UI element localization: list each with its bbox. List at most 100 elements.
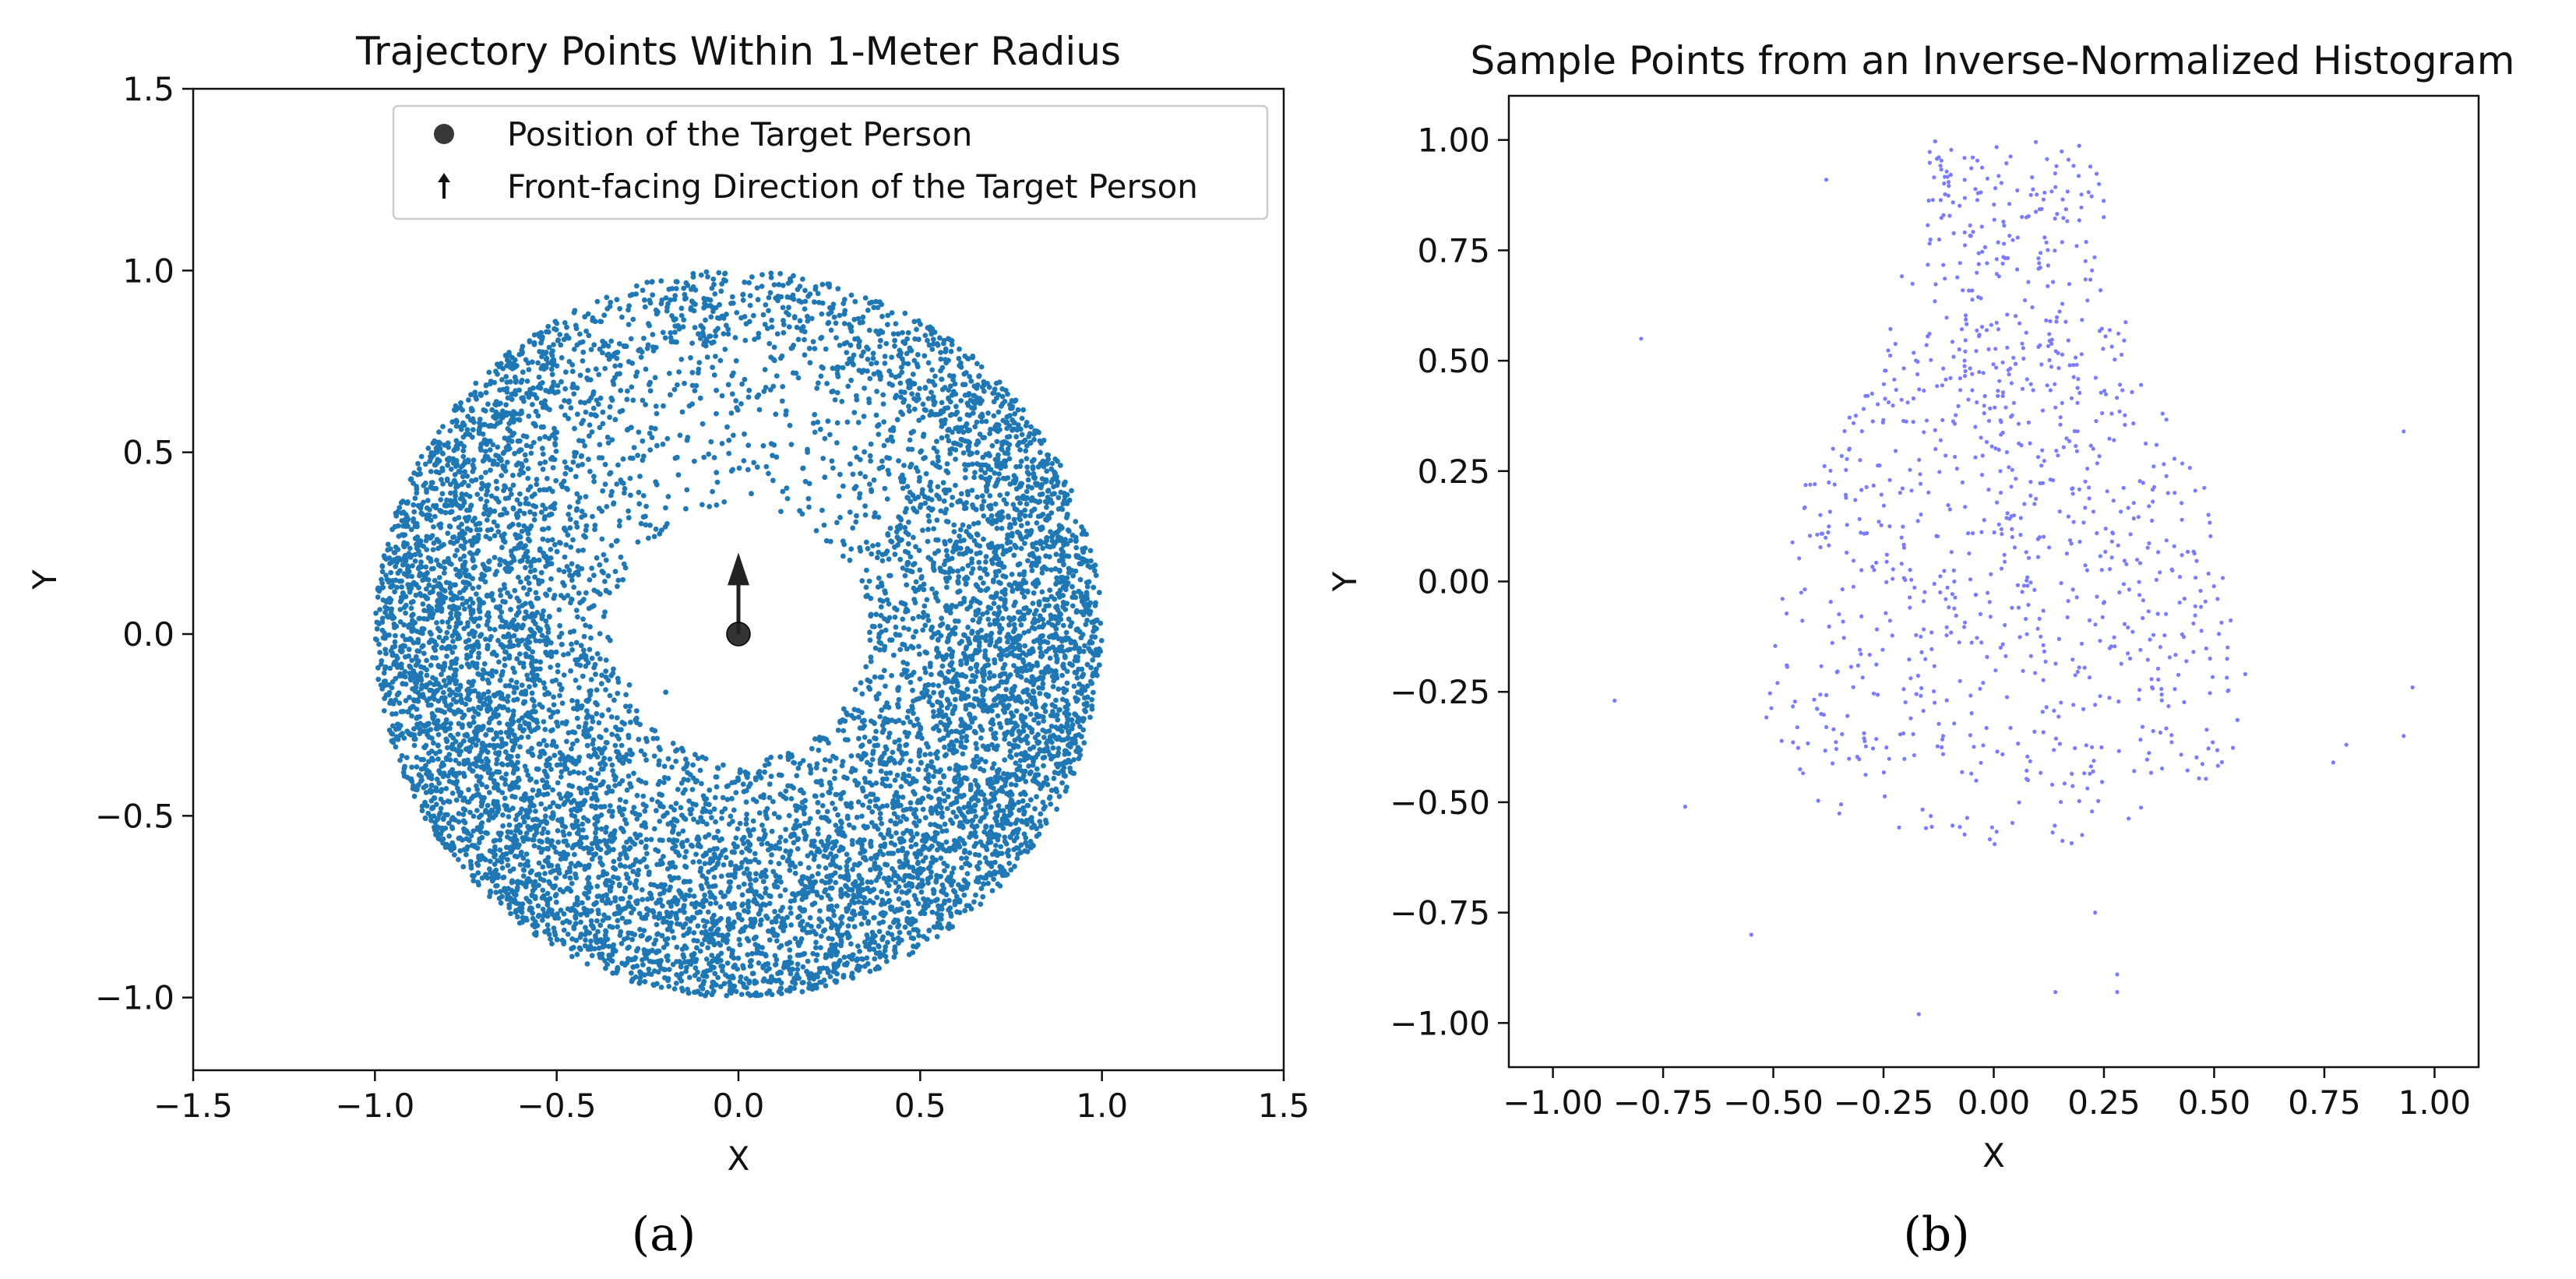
trajectory-point [753,777,759,783]
trajectory-point [824,381,830,386]
trajectory-point [643,503,649,509]
trajectory-point [742,376,748,382]
trajectory-point [819,507,825,513]
trajectory-point [951,522,957,528]
trajectory-point [777,893,784,899]
trajectory-point [872,735,877,741]
trajectory-point [691,930,697,935]
trajectory-point [691,893,697,899]
trajectory-point [754,285,760,291]
trajectory-point [973,741,979,747]
trajectory-point [778,509,784,514]
trajectory-point [746,871,752,876]
trajectory-point [506,814,512,819]
trajectory-point [489,407,495,413]
trajectory-point [661,890,667,896]
trajectory-point [466,637,472,643]
trajectory-point [710,365,715,370]
trajectory-point [960,566,966,572]
trajectory-point [913,944,919,950]
trajectory-point [610,970,615,976]
trajectory-point [538,569,544,576]
trajectory-point [633,885,640,891]
trajectory-point [969,488,975,493]
trajectory-point [961,805,967,810]
trajectory-point [643,780,649,786]
trajectory-point [580,548,586,553]
trajectory-point [581,770,587,776]
trajectory-point [615,577,622,583]
trajectory-point [423,783,429,789]
trajectory-point [436,429,442,435]
trajectory-point [682,380,687,386]
trajectory-point [548,366,555,372]
trajectory-point [859,742,865,748]
trajectory-point [580,358,586,364]
trajectory-point [866,805,872,811]
trajectory-point [518,579,523,585]
trajectory-point [733,358,739,364]
trajectory-point [812,736,818,742]
trajectory-point [890,851,897,856]
trajectory-point [946,897,952,904]
trajectory-point [896,737,902,743]
trajectory-point [619,915,625,921]
trajectory-point [502,656,508,662]
trajectory-point [542,685,548,691]
trajectory-point [640,897,646,903]
trajectory-point [416,615,422,622]
trajectory-point [566,651,571,657]
trajectory-point [636,867,642,873]
trajectory-point [829,903,834,909]
trajectory-point [1025,477,1031,483]
trajectory-point [514,696,520,703]
trajectory-point [660,441,666,447]
trajectory-point [775,814,781,820]
trajectory-point [481,661,488,667]
trajectory-point [730,300,736,306]
trajectory-point [446,820,452,826]
trajectory-point [654,410,660,417]
trajectory-point [704,354,710,360]
trajectory-point [876,421,882,428]
trajectory-point [464,652,470,658]
trajectory-point [922,649,929,655]
trajectory-point [840,790,847,795]
trajectory-point [869,361,874,367]
trajectory-point [561,652,566,657]
trajectory-point [777,834,784,840]
trajectory-point [760,442,766,449]
trajectory-point [699,780,704,787]
trajectory-point [831,912,837,918]
trajectory-point [808,770,814,776]
trajectory-point [596,720,602,726]
trajectory-point [495,809,501,815]
trajectory-point [888,755,894,761]
trajectory-point [1030,464,1036,470]
trajectory-point [446,624,453,630]
trajectory-point [879,598,886,604]
trajectory-point [664,913,671,919]
trajectory-point [523,576,530,582]
trajectory-point [955,568,961,574]
trajectory-point [565,932,571,937]
trajectory-point [924,597,930,603]
trajectory-point [1048,534,1055,540]
trajectory-point [496,659,502,665]
trajectory-point [622,864,628,869]
trajectory-point [688,842,694,848]
trajectory-point [998,403,1004,409]
trajectory-point [884,496,890,502]
trajectory-point [497,837,503,843]
trajectory-point [569,953,575,960]
trajectory-point [700,819,706,825]
trajectory-point [868,611,874,618]
trajectory-point [1007,717,1013,724]
trajectory-point [760,879,766,885]
trajectory-point [934,439,939,445]
trajectory-point [753,871,759,877]
trajectory-point [794,324,800,330]
trajectory-point [373,610,379,616]
trajectory-point [396,700,403,706]
trajectory-point [1038,513,1044,519]
